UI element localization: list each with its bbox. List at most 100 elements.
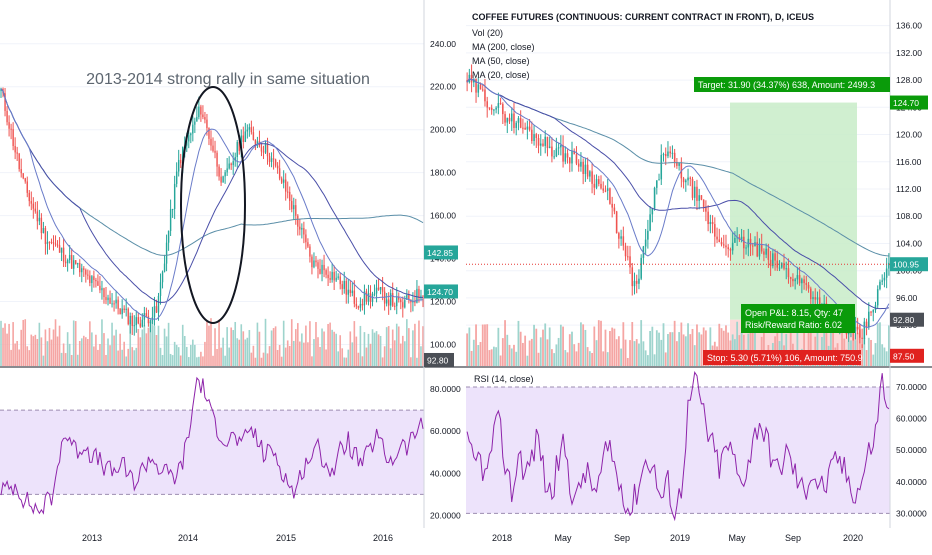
candle-body[interactable]	[287, 191, 289, 193]
candle-body[interactable]	[745, 247, 747, 249]
candle-body[interactable]	[196, 117, 198, 122]
candle-body[interactable]	[18, 153, 20, 170]
candle-body[interactable]	[408, 294, 410, 300]
candle-body[interactable]	[398, 297, 400, 300]
candle-body[interactable]	[707, 211, 709, 225]
candle-body[interactable]	[34, 208, 37, 212]
candle-body[interactable]	[343, 280, 345, 289]
candle-body[interactable]	[129, 315, 131, 325]
candle-body[interactable]	[420, 295, 422, 299]
candle-body[interactable]	[856, 326, 859, 330]
candle-body[interactable]	[564, 153, 567, 162]
candle-body[interactable]	[32, 203, 35, 209]
candle-body[interactable]	[662, 154, 665, 156]
candle-body[interactable]	[289, 191, 291, 201]
candle-body[interactable]	[224, 172, 226, 177]
candle-body[interactable]	[693, 186, 696, 198]
candle-body[interactable]	[593, 183, 596, 188]
candle-body[interactable]	[484, 89, 486, 102]
candle-body[interactable]	[477, 84, 480, 93]
candle-body[interactable]	[586, 164, 589, 177]
candle-body[interactable]	[347, 289, 349, 295]
candle-body[interactable]	[333, 271, 335, 281]
candle-body[interactable]	[524, 127, 526, 130]
candle-body[interactable]	[638, 278, 640, 284]
candle-body[interactable]	[391, 293, 394, 306]
candle-body[interactable]	[103, 288, 105, 298]
candle-body[interactable]	[337, 276, 339, 278]
candle-body[interactable]	[872, 309, 875, 313]
candle-body[interactable]	[531, 129, 533, 141]
candle-body[interactable]	[260, 146, 263, 152]
candle-body[interactable]	[479, 84, 482, 90]
candle-body[interactable]	[631, 267, 634, 287]
candle-body[interactable]	[490, 107, 493, 111]
candle-body[interactable]	[77, 263, 79, 265]
candle-body[interactable]	[0, 88, 2, 92]
candle-body[interactable]	[519, 118, 522, 128]
candle-body[interactable]	[481, 89, 484, 91]
candle-body[interactable]	[4, 93, 6, 111]
candle-body[interactable]	[796, 275, 799, 280]
candle-body[interactable]	[165, 242, 168, 264]
candle-body[interactable]	[396, 297, 398, 307]
candle-body[interactable]	[756, 242, 759, 257]
candle-body[interactable]	[303, 227, 305, 235]
candle-body[interactable]	[95, 279, 97, 282]
candle-body[interactable]	[604, 190, 607, 192]
candle-body[interactable]	[212, 145, 214, 151]
candle-body[interactable]	[325, 270, 327, 275]
candle-body[interactable]	[575, 154, 578, 164]
candle-body[interactable]	[270, 158, 273, 162]
candle-body[interactable]	[863, 321, 866, 339]
candle-body[interactable]	[10, 128, 12, 130]
candle-body[interactable]	[854, 326, 857, 332]
candle-body[interactable]	[765, 248, 767, 255]
candle-body[interactable]	[635, 280, 638, 284]
candle-body[interactable]	[807, 284, 810, 289]
candle-body[interactable]	[651, 208, 654, 215]
candle-body[interactable]	[667, 151, 669, 157]
candle-body[interactable]	[123, 308, 125, 310]
candle-body[interactable]	[591, 171, 593, 184]
candle-body[interactable]	[778, 267, 781, 269]
candle-body[interactable]	[776, 260, 779, 268]
candle-body[interactable]	[317, 262, 319, 269]
candle-body[interactable]	[644, 239, 647, 247]
candle-body[interactable]	[167, 230, 170, 243]
candle-body[interactable]	[560, 145, 562, 148]
candle-body[interactable]	[119, 308, 121, 315]
candle-body[interactable]	[121, 308, 123, 315]
candle-body[interactable]	[504, 114, 506, 123]
candle-body[interactable]	[12, 129, 14, 147]
candle-body[interactable]	[284, 179, 287, 192]
candle-body[interactable]	[28, 192, 30, 202]
candle-body[interactable]	[161, 271, 164, 283]
candle-body[interactable]	[274, 159, 277, 166]
candle-body[interactable]	[486, 101, 488, 108]
candle-body[interactable]	[75, 260, 77, 265]
candle-body[interactable]	[339, 276, 341, 285]
candle-body[interactable]	[584, 164, 587, 175]
candle-body[interactable]	[145, 313, 148, 317]
candle-body[interactable]	[341, 284, 343, 289]
candle-body[interactable]	[613, 207, 616, 212]
candle-body[interactable]	[526, 126, 529, 130]
candle-body[interactable]	[595, 179, 598, 188]
candle-body[interactable]	[218, 166, 220, 177]
candle-body[interactable]	[470, 74, 473, 83]
candle-body[interactable]	[305, 234, 307, 243]
candle-body[interactable]	[816, 297, 819, 300]
candle-body[interactable]	[763, 251, 765, 255]
candle-body[interactable]	[186, 141, 188, 146]
candle-body[interactable]	[794, 279, 796, 282]
candle-body[interactable]	[30, 201, 33, 204]
candle-body[interactable]	[297, 215, 299, 227]
candle-body[interactable]	[272, 158, 275, 160]
candle-body[interactable]	[555, 148, 558, 157]
candle-body[interactable]	[783, 263, 785, 269]
candle-body[interactable]	[600, 183, 602, 189]
candle-body[interactable]	[580, 161, 582, 167]
candle-body[interactable]	[137, 317, 140, 324]
candle-body[interactable]	[888, 262, 890, 269]
